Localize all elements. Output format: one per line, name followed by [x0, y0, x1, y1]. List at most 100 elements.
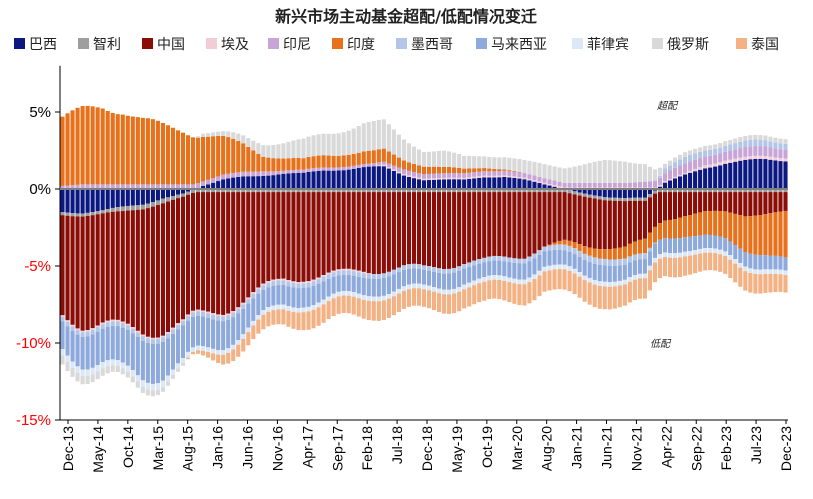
bar-segment — [135, 189, 140, 206]
bar-segment — [341, 189, 346, 193]
bar-segment — [251, 189, 256, 193]
bar-segment — [100, 108, 105, 185]
bar-segment — [748, 253, 753, 269]
bar-segment — [185, 314, 191, 317]
bar-segment — [336, 155, 341, 168]
bar-segment — [567, 245, 572, 252]
bar-segment — [180, 362, 186, 366]
bar-segment — [597, 249, 602, 259]
bar-segment — [421, 270, 427, 285]
bar-segment — [783, 143, 788, 150]
bar-segment — [175, 198, 181, 324]
bar-segment — [718, 165, 723, 189]
bar-segment — [492, 171, 497, 176]
bar-segment — [773, 157, 778, 161]
bar-segment — [537, 162, 542, 177]
bar-segment — [632, 189, 637, 198]
bar-segment — [70, 326, 75, 331]
legend-swatch — [206, 38, 217, 49]
bar-segment — [150, 206, 155, 338]
bar-segment — [326, 189, 331, 193]
axes: 5%0%-5%-10%-15%Dec-13 May-14 Oct-14 Mar-15 A… — [16, 65, 794, 473]
bar-segment — [376, 192, 381, 275]
bar-segment — [416, 149, 422, 166]
bar-segment — [617, 201, 622, 248]
bar-segment — [311, 279, 316, 282]
bar-segment — [698, 235, 703, 249]
bar-segment — [768, 147, 773, 157]
bar-segment — [170, 329, 176, 334]
bar-segment — [507, 157, 512, 171]
bar-segment — [145, 184, 150, 189]
bar-segment — [231, 349, 236, 361]
bar-segment — [577, 165, 582, 183]
bar-segment — [542, 251, 547, 267]
bar-segment — [196, 192, 201, 310]
bar-segment — [507, 177, 512, 189]
bar-segment — [216, 314, 221, 316]
bar-segment — [221, 135, 226, 175]
bar-segment — [185, 189, 191, 192]
bar-segment — [216, 189, 221, 193]
bar-segment — [647, 194, 652, 198]
bar-segment — [667, 192, 673, 220]
bar-segment — [331, 170, 336, 189]
bar-segment — [557, 167, 562, 182]
bar-segment — [80, 376, 85, 385]
bar-segment — [507, 192, 512, 258]
bar-segment — [251, 293, 256, 299]
bar-segment — [371, 163, 376, 167]
bar-segment — [773, 212, 778, 256]
bar-segment — [391, 165, 396, 170]
bar-segment — [693, 171, 698, 189]
bar-segment — [552, 186, 557, 189]
bar-segment — [341, 275, 346, 291]
bar-segment — [592, 161, 597, 183]
bar-segment — [642, 259, 647, 274]
bar-segment — [281, 309, 286, 325]
bar-segment — [145, 382, 150, 390]
bar-segment — [356, 152, 361, 165]
bar-segment — [447, 173, 452, 178]
bar-segment — [321, 133, 326, 156]
bar-segment — [713, 163, 718, 167]
bar-segment — [562, 244, 567, 251]
bar-segment — [100, 213, 105, 323]
bar-segment — [60, 315, 65, 317]
bar-segment — [271, 158, 276, 172]
x-tick-label: Jul-23 — [748, 426, 764, 464]
bar-segment — [296, 288, 301, 309]
bar-segment — [723, 151, 728, 161]
bar-segment — [201, 136, 206, 182]
bar-segment — [723, 163, 728, 189]
bar-segment — [532, 192, 537, 254]
bar-segment — [226, 178, 231, 189]
bar-segment — [396, 293, 401, 312]
bar-segment — [657, 175, 663, 178]
bar-segment — [231, 312, 236, 318]
bar-segment — [612, 182, 617, 188]
bar-segment — [206, 184, 211, 189]
bar-segment — [637, 197, 642, 201]
bar-segment — [662, 252, 668, 258]
bar-segment — [612, 259, 617, 266]
bar-segment — [85, 336, 90, 370]
bar-segment — [597, 199, 602, 250]
bar-segment — [160, 203, 165, 336]
bar-segment — [547, 245, 552, 251]
bar-segment — [477, 278, 482, 284]
bar-segment — [763, 255, 768, 270]
bar-segment — [246, 297, 251, 299]
bar-segment — [366, 163, 371, 167]
bar-segment — [276, 304, 281, 310]
bar-segment — [507, 189, 512, 193]
bar-segment — [391, 154, 396, 166]
bar-segment — [301, 169, 306, 173]
bar-segment — [211, 319, 216, 349]
bar-segment — [296, 308, 301, 313]
bar-segment — [261, 283, 266, 286]
bar-segment — [211, 348, 216, 354]
bar-segment — [778, 256, 783, 270]
bar-segment — [688, 255, 693, 275]
bar-segment — [175, 189, 181, 195]
